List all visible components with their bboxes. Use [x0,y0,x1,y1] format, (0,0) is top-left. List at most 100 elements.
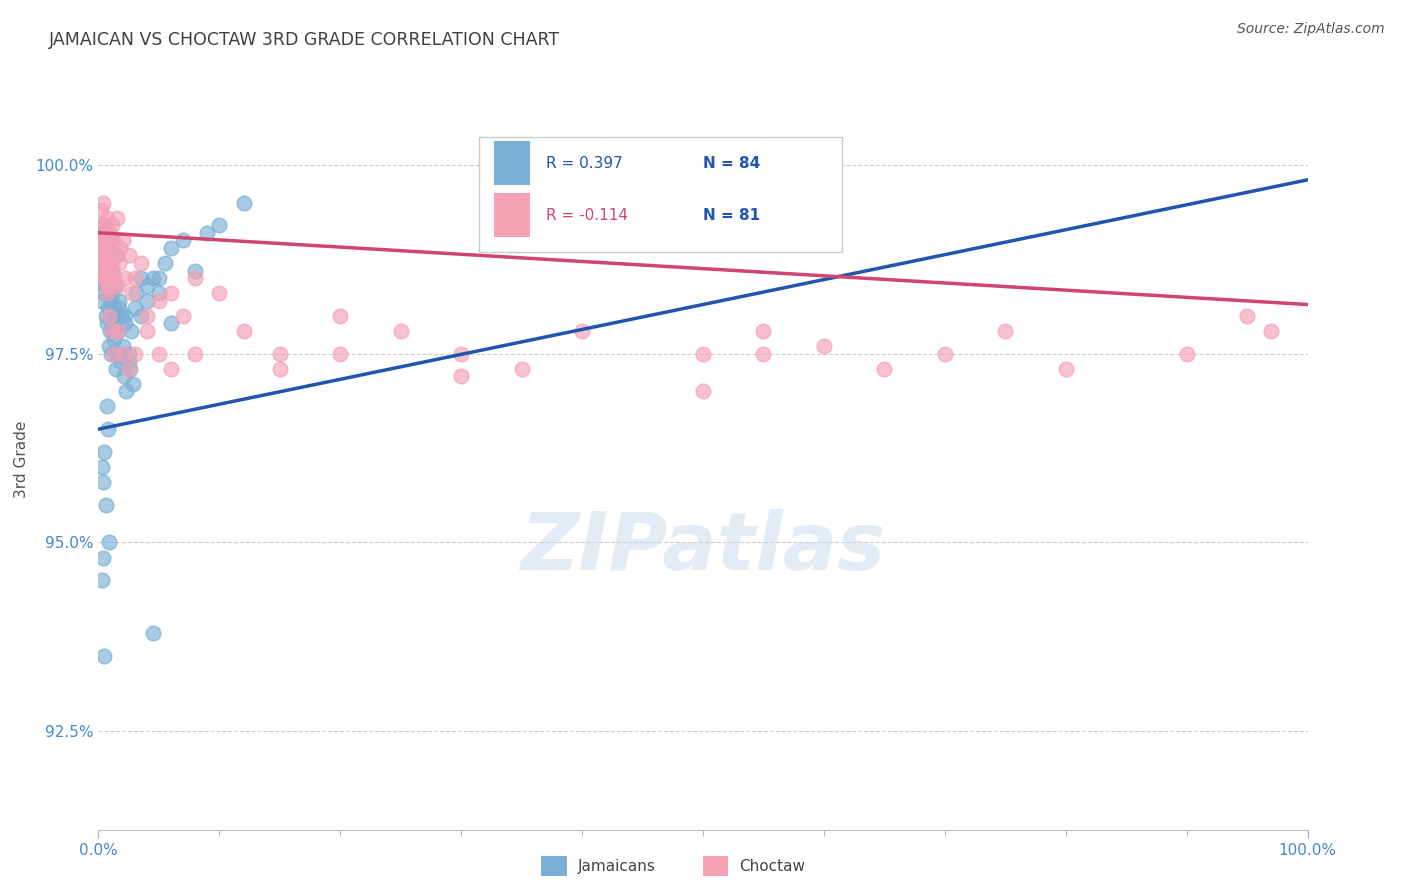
Point [153,256,176,270]
Point [93,248,115,262]
Point [135,278,157,293]
Point [148,271,170,285]
Point [148,286,170,301]
Point [100,346,122,360]
Point [94,278,117,293]
Point [105,211,128,225]
Point [115,384,138,399]
Point [93,233,115,247]
Point [1175,346,1198,360]
Point [269,361,291,376]
Point [97,256,120,270]
Point [96,211,118,225]
Point [118,361,141,376]
Point [94,241,117,255]
Point [91,459,114,474]
Text: R = -0.114: R = -0.114 [546,208,628,223]
Point [172,233,194,247]
Point [104,309,127,323]
Point [98,248,121,262]
Point [91,271,114,285]
Point [91,550,114,565]
Point [208,286,231,301]
Point [98,535,121,549]
Point [571,324,593,338]
Point [100,324,122,338]
Point [93,218,115,232]
Point [100,317,122,331]
Point [135,324,157,338]
Text: N = 81: N = 81 [703,208,761,223]
Point [135,309,157,323]
Point [96,317,118,331]
Point [101,233,124,247]
Point [107,324,129,338]
Point [93,256,115,270]
Point [108,301,131,316]
Point [96,226,118,240]
Point [124,271,146,285]
Point [96,271,118,285]
Point [97,278,120,293]
Point [91,293,114,308]
Point [93,286,115,301]
Point [124,301,146,316]
Point [450,369,472,384]
Point [96,263,118,277]
Point [93,271,115,285]
Point [184,346,207,360]
Point [118,361,141,376]
Point [160,286,183,301]
Point [104,278,127,293]
Point [129,256,152,270]
Point [110,346,132,360]
Point [96,271,118,285]
Point [100,293,122,308]
Point [148,293,170,308]
Point [108,354,131,368]
Point [129,309,152,323]
Text: Jamaicans: Jamaicans [578,859,655,873]
Point [97,271,120,285]
Point [94,309,117,323]
Point [108,256,131,270]
Point [103,271,125,285]
Point [91,574,114,588]
Point [510,361,533,376]
Point [934,346,956,360]
Point [105,346,128,360]
Text: R = 0.397: R = 0.397 [546,156,623,170]
Point [98,278,121,293]
Text: ZIPatlas: ZIPatlas [520,509,886,587]
Point [104,248,127,262]
Point [160,361,183,376]
Text: Choctaw: Choctaw [740,859,806,873]
Point [184,271,207,285]
Point [450,346,472,360]
Point [114,317,136,331]
Point [91,195,114,210]
Point [114,309,136,323]
Point [107,278,129,293]
Point [121,286,143,301]
Point [118,354,141,368]
Point [208,218,231,232]
Point [91,233,114,247]
Point [91,218,114,232]
Point [98,339,121,353]
Point [1260,324,1282,338]
Point [98,226,121,240]
Point [98,309,121,323]
Bar [494,193,530,237]
Point [142,626,165,640]
Point [90,248,112,262]
Point [813,339,835,353]
Point [994,324,1017,338]
Point [329,309,352,323]
Point [142,271,165,285]
Point [108,293,131,308]
Point [97,286,120,301]
Point [118,346,141,360]
Point [91,248,114,262]
Point [103,301,125,316]
